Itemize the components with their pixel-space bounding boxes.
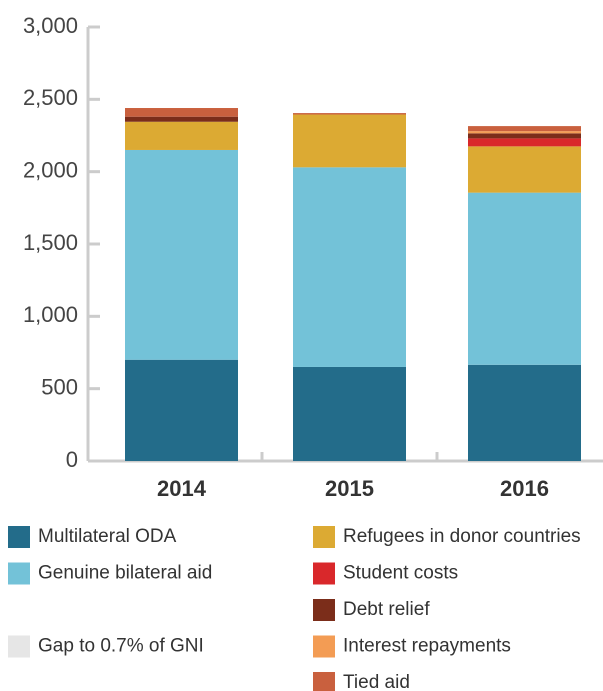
bar-segment <box>293 113 406 115</box>
x-tick-label: 2014 <box>157 476 207 501</box>
legend-label: Debt relief <box>343 599 430 620</box>
legend-label: Interest repayments <box>343 636 511 657</box>
legend-label: Genuine bilateral aid <box>38 563 212 584</box>
bar-segment <box>468 146 581 193</box>
bar-segment <box>293 167 406 367</box>
legend-label: Gap to 0.7% of GNI <box>38 636 204 657</box>
y-tick-label: 2,500 <box>23 85 78 110</box>
legend-swatch <box>8 635 30 658</box>
legend-label: Tied aid <box>343 672 410 691</box>
legend-label: Student costs <box>343 563 458 584</box>
x-tick-label: 2015 <box>325 476 374 501</box>
legend-label: Refugees in donor countries <box>343 526 581 547</box>
legend-swatch <box>313 635 335 658</box>
bar-segment <box>468 133 581 139</box>
bar-segment <box>468 364 581 461</box>
bar-segment <box>125 149 238 360</box>
bar-segment <box>468 138 581 147</box>
y-tick-label: 2,000 <box>23 157 78 182</box>
bar-segment <box>468 192 581 365</box>
y-tick-label: 1,500 <box>23 230 78 255</box>
y-tick-label: 0 <box>66 447 78 472</box>
y-tick-label: 1,000 <box>23 302 78 327</box>
bar-segment <box>468 126 581 132</box>
x-tick-label: 2016 <box>500 476 549 501</box>
legend-swatch <box>8 526 30 548</box>
legend-swatch <box>313 526 335 548</box>
bar-segment <box>125 116 238 122</box>
bar-segment <box>468 131 581 134</box>
bar-segment <box>125 108 238 117</box>
bar-segment <box>293 366 406 461</box>
legend-label: Multilateral ODA <box>38 526 177 547</box>
y-tick-label: 3,000 <box>23 13 78 38</box>
legend-swatch <box>313 562 335 585</box>
legend-swatch <box>313 599 335 621</box>
y-tick-label: 500 <box>41 374 78 399</box>
legend-swatch <box>313 672 335 691</box>
bar-segment <box>293 114 406 168</box>
bar-segment <box>125 359 238 461</box>
legend-swatch <box>8 562 30 585</box>
bar-segment <box>125 121 238 150</box>
